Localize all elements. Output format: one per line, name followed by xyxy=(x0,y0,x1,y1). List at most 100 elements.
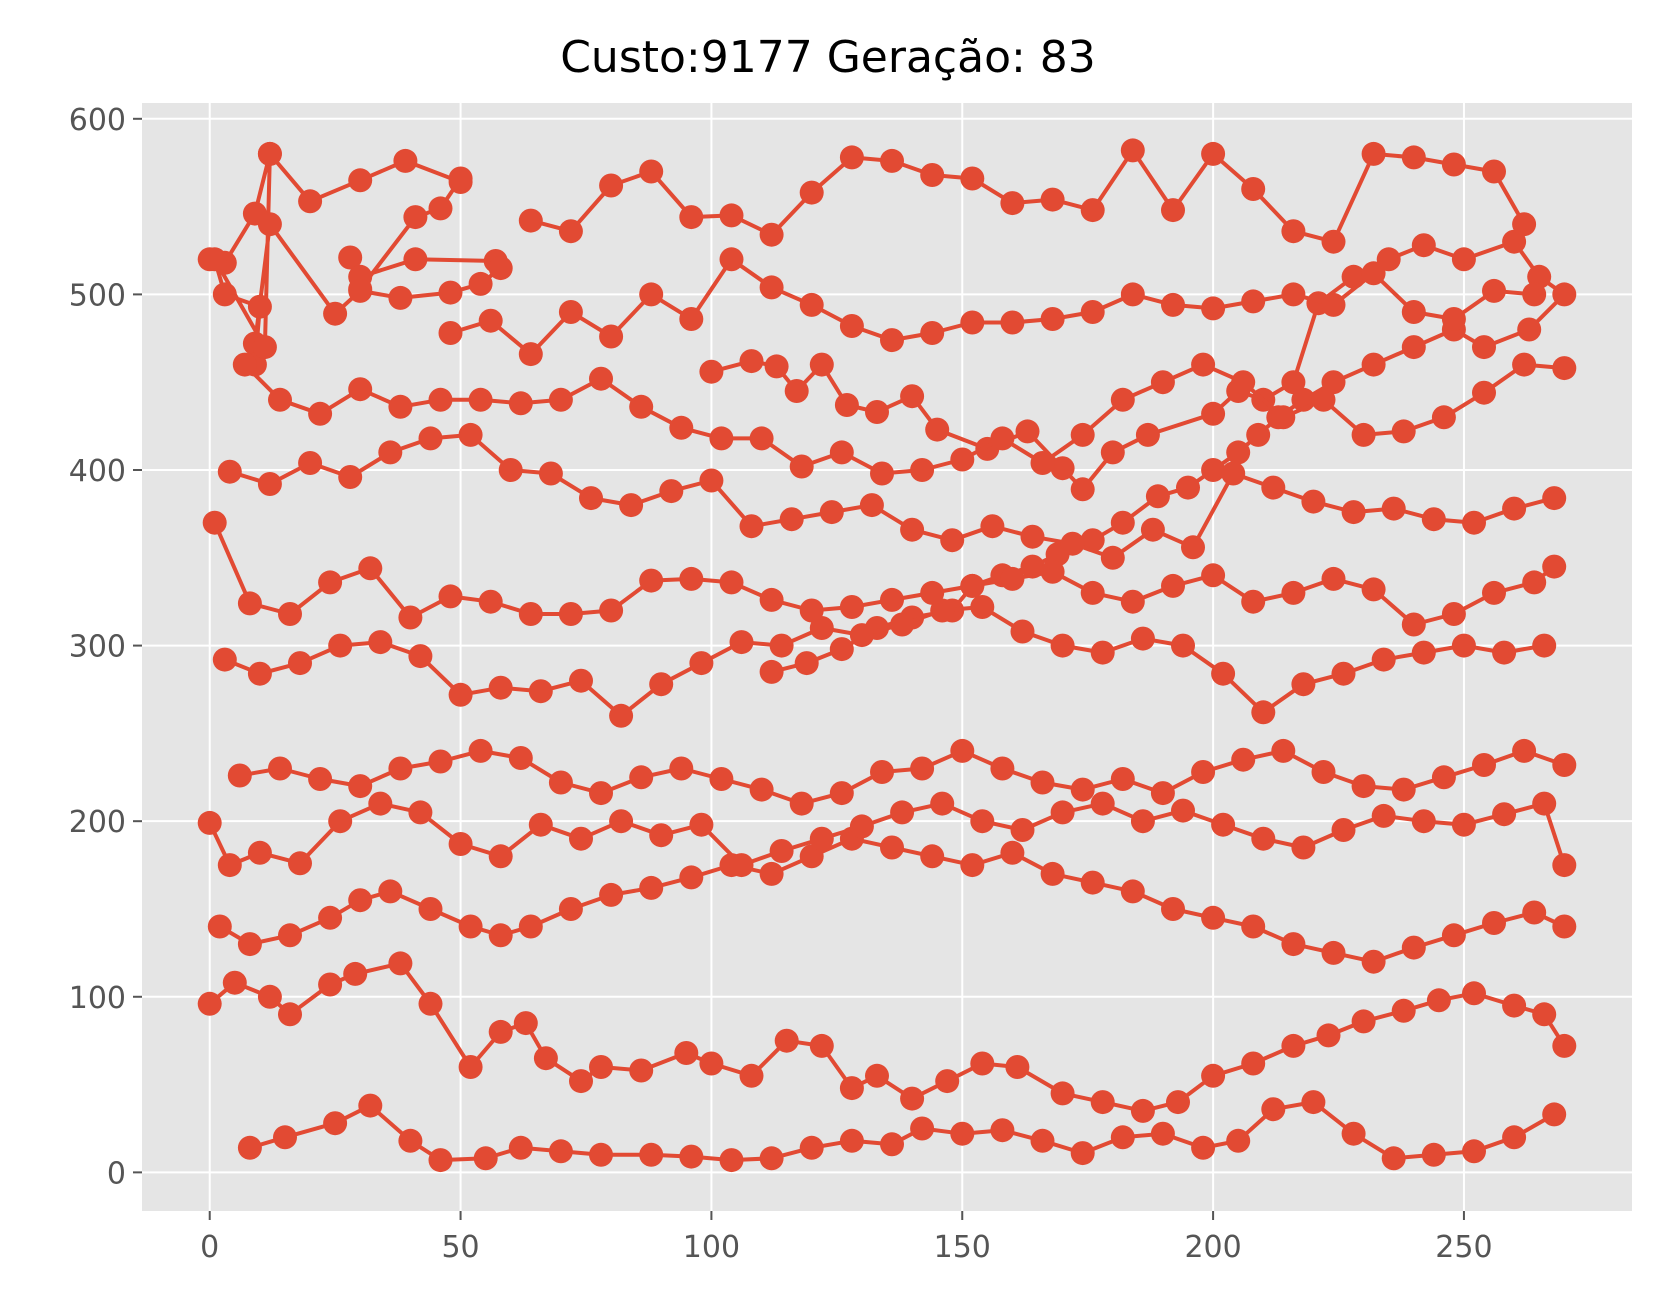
data-point xyxy=(1241,1051,1266,1076)
data-point xyxy=(839,145,864,170)
data-point xyxy=(1150,1121,1175,1146)
data-point xyxy=(1000,191,1025,216)
data-point xyxy=(538,461,563,486)
data-point xyxy=(398,605,423,630)
data-point xyxy=(558,219,583,244)
data-point xyxy=(348,774,373,799)
data-point xyxy=(237,591,262,616)
data-point xyxy=(1321,566,1346,591)
data-point xyxy=(338,245,363,270)
data-point xyxy=(343,961,368,986)
data-point xyxy=(1542,486,1567,511)
data-point xyxy=(518,914,543,939)
data-point xyxy=(789,454,814,479)
data-point xyxy=(1462,1139,1486,1164)
data-point xyxy=(403,247,428,272)
data-point xyxy=(212,282,237,307)
data-point xyxy=(1512,212,1537,237)
data-point xyxy=(197,991,222,1016)
data-point xyxy=(699,359,724,384)
data-point xyxy=(1231,370,1256,395)
data-point xyxy=(1110,387,1135,412)
data-point xyxy=(438,321,463,345)
data-point xyxy=(589,1142,613,1167)
data-point xyxy=(1311,760,1336,784)
series-0 xyxy=(197,141,513,377)
data-point xyxy=(1050,456,1075,481)
data-point xyxy=(408,644,433,669)
data-point xyxy=(1517,317,1542,342)
series-1 xyxy=(699,229,1577,684)
data-point xyxy=(257,212,282,237)
data-point xyxy=(920,163,945,187)
data-point xyxy=(458,422,483,447)
data-point xyxy=(1321,940,1346,965)
data-point xyxy=(498,458,523,482)
data-point xyxy=(774,1028,799,1053)
data-point xyxy=(1451,812,1476,837)
data-point xyxy=(609,809,634,834)
data-point xyxy=(458,914,483,939)
data-point xyxy=(318,905,343,930)
data-point xyxy=(970,1051,995,1076)
data-point xyxy=(880,1132,904,1157)
data-point xyxy=(1321,229,1346,254)
series-6 xyxy=(227,738,1577,816)
data-point xyxy=(839,314,864,338)
data-point xyxy=(759,1146,784,1171)
data-point xyxy=(1391,998,1416,1023)
data-point xyxy=(448,166,473,191)
data-point xyxy=(318,570,343,595)
data-point xyxy=(488,844,513,869)
data-point xyxy=(839,595,864,619)
data-point xyxy=(1070,477,1095,502)
data-point xyxy=(518,602,543,626)
data-point xyxy=(759,861,784,886)
data-point xyxy=(1150,370,1175,395)
data-point xyxy=(719,247,744,272)
data-point xyxy=(488,1019,513,1044)
data-point xyxy=(900,384,925,409)
series-10 xyxy=(232,352,1577,486)
data-point xyxy=(679,566,704,591)
data-point xyxy=(729,630,754,655)
data-point xyxy=(880,835,904,860)
data-point xyxy=(1050,1081,1075,1106)
series-12 xyxy=(518,138,1537,254)
data-point xyxy=(1201,458,1226,482)
data-point xyxy=(368,630,393,655)
series-line xyxy=(229,432,1555,560)
data-point xyxy=(809,826,834,851)
data-point xyxy=(207,914,232,939)
data-point xyxy=(799,844,824,869)
data-point xyxy=(1241,177,1266,201)
data-point xyxy=(1492,640,1517,665)
data-point xyxy=(533,1046,558,1071)
data-point xyxy=(1401,935,1426,960)
series-7 xyxy=(212,595,1557,728)
data-point xyxy=(508,746,533,770)
data-point xyxy=(1030,770,1055,795)
data-point xyxy=(1015,419,1040,444)
data-point xyxy=(1161,897,1185,921)
data-point xyxy=(247,661,272,686)
data-point xyxy=(1502,993,1527,1018)
data-point xyxy=(1080,198,1105,223)
data-point xyxy=(478,308,503,333)
data-point xyxy=(1472,753,1496,777)
data-point xyxy=(232,352,257,377)
data-point xyxy=(1246,422,1271,447)
data-point xyxy=(252,335,277,360)
data-point xyxy=(278,1002,302,1027)
data-point xyxy=(794,651,819,676)
data-point xyxy=(1361,261,1386,286)
x-tick-label: 250 xyxy=(1435,1230,1492,1265)
data-point xyxy=(689,651,714,676)
data-point xyxy=(1191,352,1216,377)
series-5 xyxy=(197,791,1577,878)
data-point xyxy=(1331,818,1356,842)
data-point xyxy=(1361,352,1386,377)
data-point xyxy=(1441,923,1466,948)
data-point xyxy=(428,196,453,221)
data-point xyxy=(749,777,774,802)
